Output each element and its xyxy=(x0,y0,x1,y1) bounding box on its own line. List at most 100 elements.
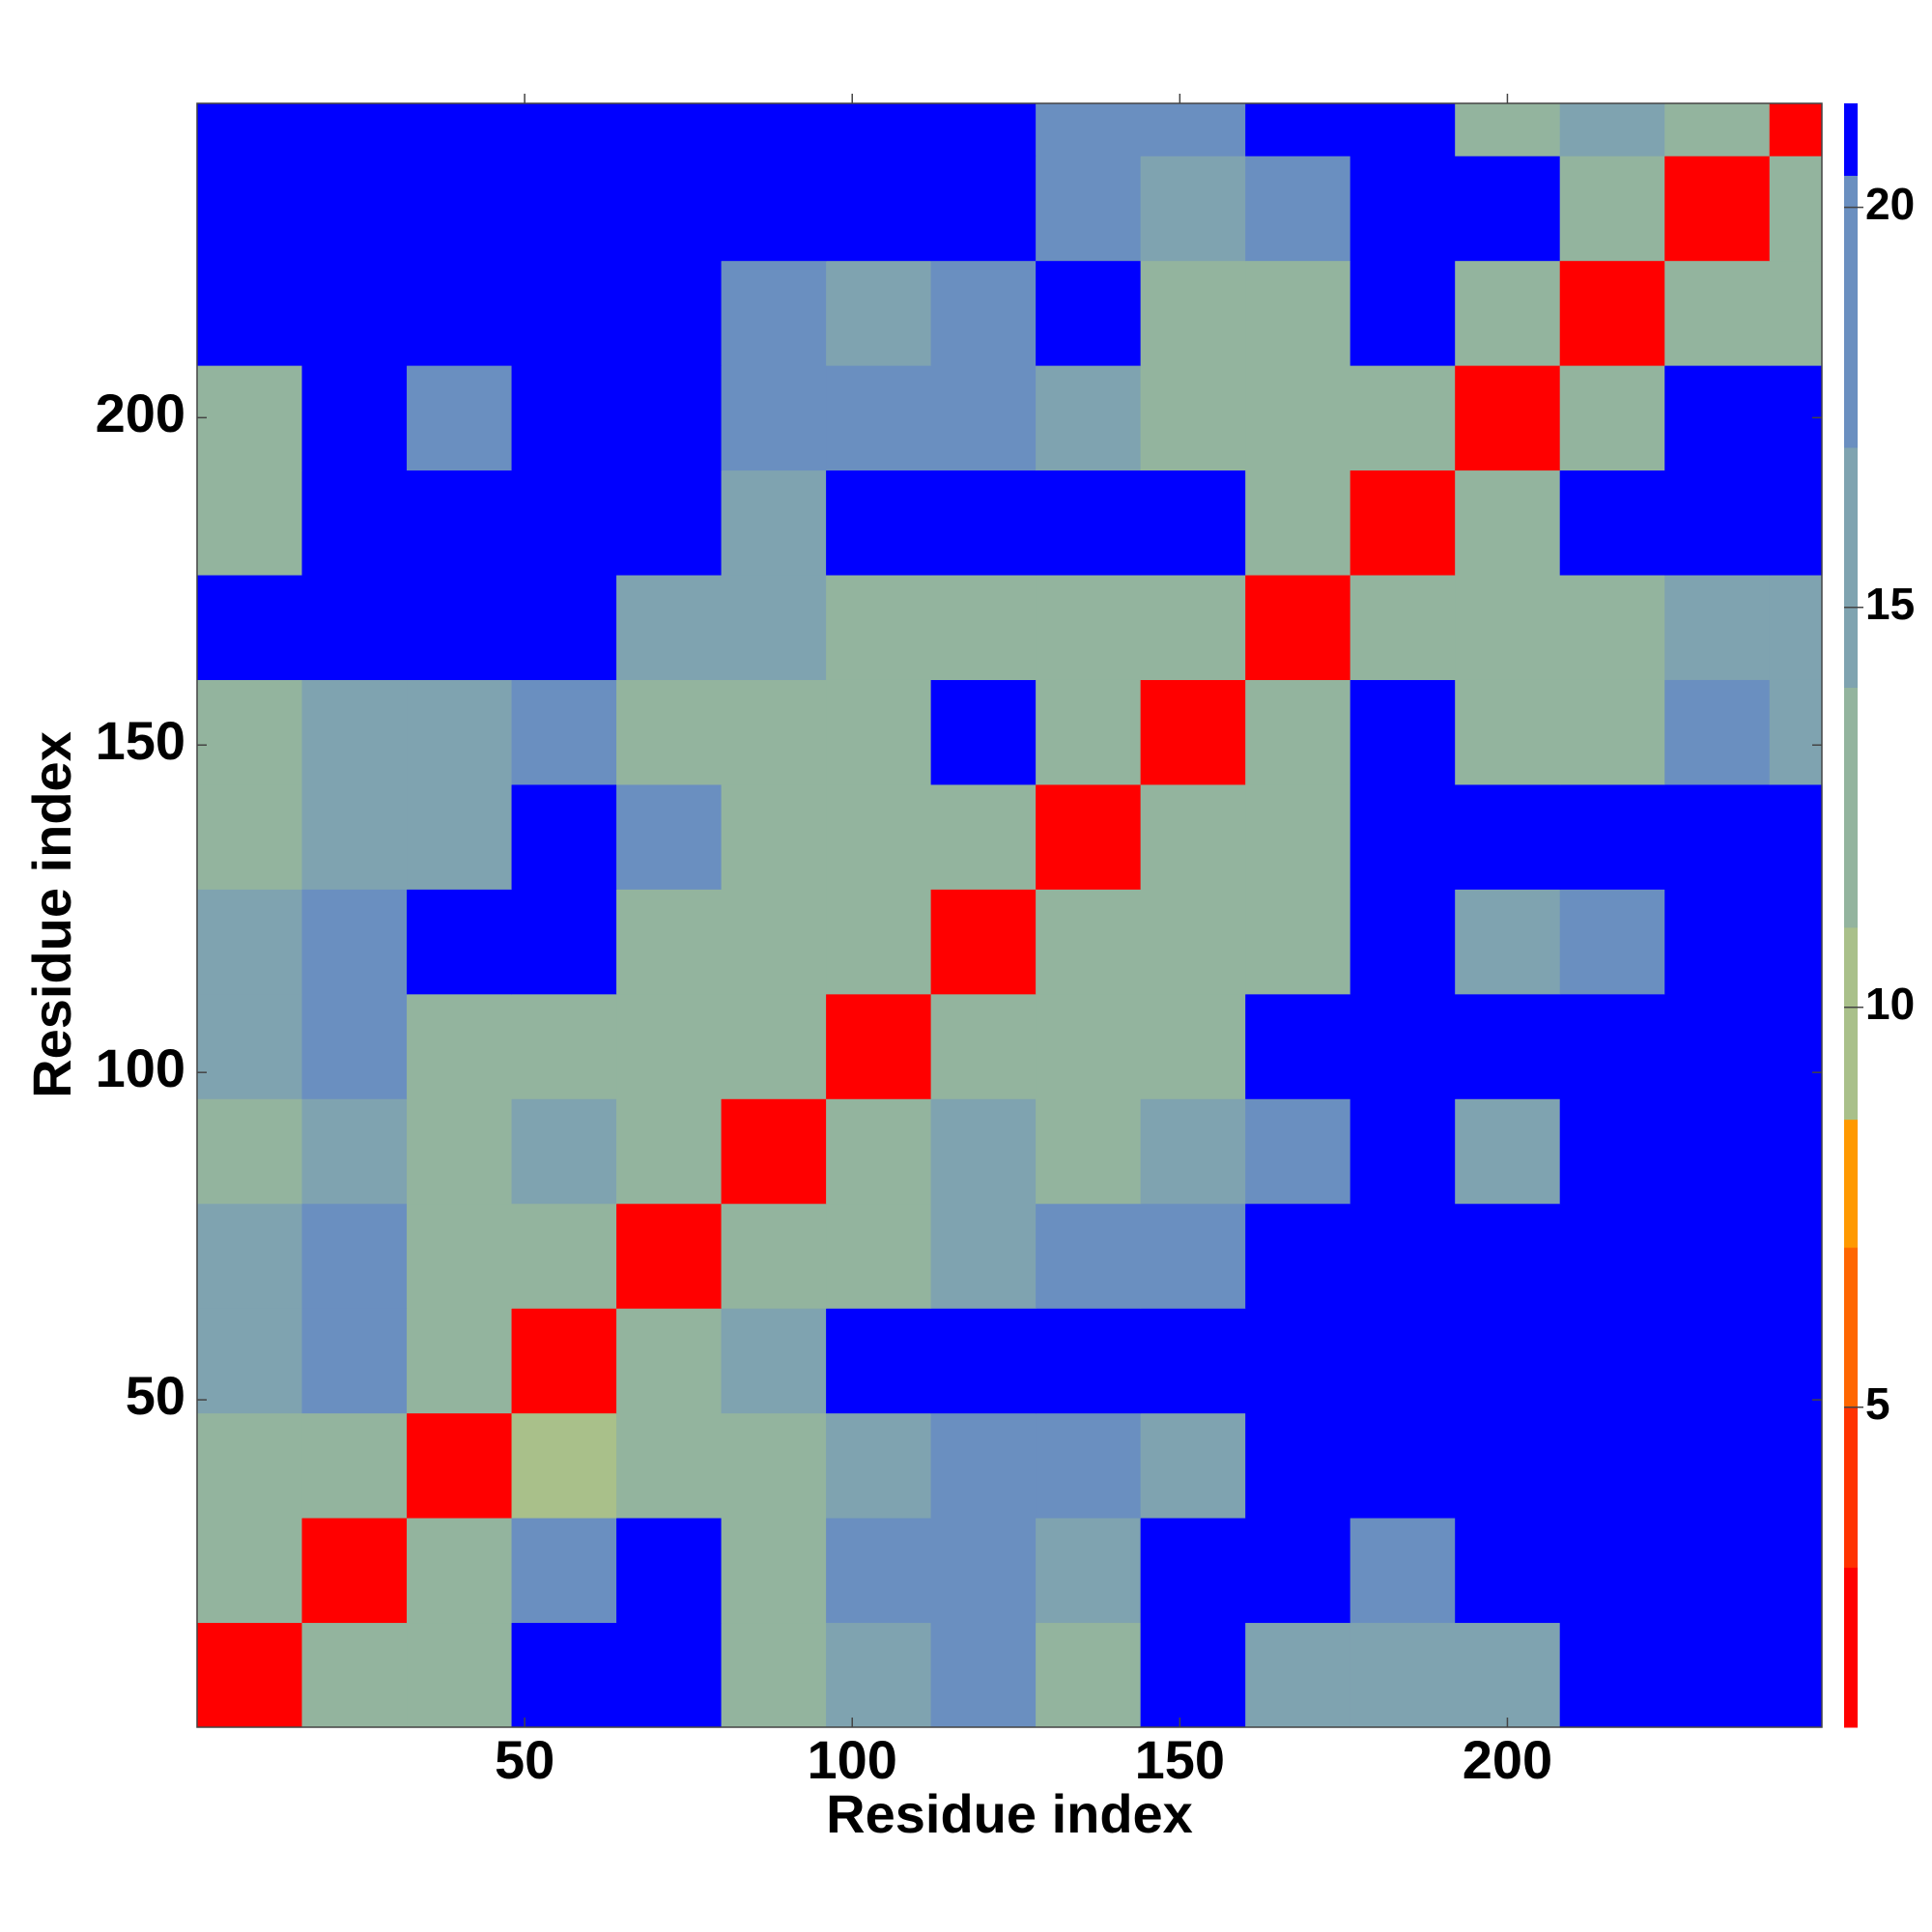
heatmap-cell xyxy=(407,783,513,890)
heatmap-cell xyxy=(1769,156,1823,262)
heatmap-cell xyxy=(1664,103,1771,156)
heatmap-cell xyxy=(1664,889,1771,995)
heatmap-cell xyxy=(1036,103,1142,156)
heatmap-cell xyxy=(826,783,932,890)
heatmap-cell xyxy=(1140,260,1246,366)
heatmap-cell xyxy=(616,679,723,785)
heatmap-cell xyxy=(197,365,303,471)
heatmap-cell xyxy=(1769,993,1823,1099)
heatmap-cell xyxy=(197,993,303,1099)
colorbar-tick-label: 20 xyxy=(1865,179,1915,229)
heatmap-cell xyxy=(721,993,827,1099)
heatmap-cell xyxy=(197,1622,303,1728)
heatmap-cell xyxy=(1036,889,1142,995)
heatmap-cell xyxy=(616,1098,723,1205)
heatmap-cell xyxy=(1140,1412,1246,1519)
heatmap-cell xyxy=(1769,783,1823,890)
heatmap-cell xyxy=(197,260,303,366)
heatmap-cell xyxy=(1245,575,1351,680)
heatmap-cell xyxy=(1140,1098,1246,1205)
heatmap-cell xyxy=(1140,1622,1246,1728)
heatmap-cell xyxy=(1245,1412,1351,1519)
heatmap-cell xyxy=(301,1098,408,1205)
heatmap-cell xyxy=(616,575,723,680)
x-tick-label: 150 xyxy=(1135,1729,1225,1790)
heatmap-cell xyxy=(407,575,513,680)
heatmap-cell xyxy=(1245,993,1351,1099)
heatmap-cell xyxy=(511,889,617,995)
heatmap-cell xyxy=(721,1098,827,1205)
heatmap-cell xyxy=(616,783,723,890)
heatmap-cell xyxy=(721,679,827,785)
colorbar-segment xyxy=(1844,103,1858,177)
heatmap-cell xyxy=(721,260,827,366)
heatmap-cell xyxy=(511,260,617,366)
heatmap-cell xyxy=(721,1308,827,1414)
heatmap-cell xyxy=(407,1203,513,1309)
heatmap-cell xyxy=(407,679,513,785)
heatmap-cell xyxy=(826,679,932,785)
heatmap-cell xyxy=(1664,365,1771,471)
heatmap-cell xyxy=(301,1308,408,1414)
heatmap-cell xyxy=(826,156,932,262)
heatmap-cell xyxy=(1455,103,1561,156)
heatmap-cell xyxy=(1140,156,1246,262)
heatmap-cell xyxy=(197,1308,303,1414)
heatmap-cell xyxy=(301,1622,408,1728)
heatmap-cell xyxy=(1140,469,1246,576)
heatmap-cell xyxy=(407,993,513,1099)
plot-frame xyxy=(196,102,1823,1728)
heatmap-cell xyxy=(616,1412,723,1519)
heatmap-cell xyxy=(407,469,513,576)
colorbar-tick-label: 5 xyxy=(1865,1378,1890,1429)
heatmap-cell xyxy=(1350,783,1456,890)
heatmap-cell xyxy=(1140,889,1246,995)
heatmap-cell xyxy=(616,365,723,471)
heatmap-cell xyxy=(930,1203,1037,1309)
heatmap-cell xyxy=(826,993,932,1099)
heatmap-cell xyxy=(407,260,513,366)
heatmap-cell xyxy=(511,1203,617,1309)
heatmap-cell xyxy=(1140,365,1246,471)
heatmap-cell xyxy=(407,889,513,995)
heatmap-cell xyxy=(1140,1308,1246,1414)
heatmap-cell xyxy=(616,1622,723,1728)
heatmap-cell xyxy=(197,1412,303,1519)
heatmap-cell xyxy=(1455,365,1561,471)
heatmap-cell xyxy=(407,1518,513,1624)
colorbar-segment xyxy=(1844,447,1858,688)
heatmap-cell xyxy=(1036,1412,1142,1519)
heatmap-cell xyxy=(1455,260,1561,366)
heatmap-cell xyxy=(721,889,827,995)
heatmap-cell xyxy=(930,1308,1037,1414)
heatmap-cell xyxy=(301,260,408,366)
heatmap-cell xyxy=(1140,993,1246,1099)
heatmap-cell xyxy=(301,575,408,680)
heatmap-cell xyxy=(1245,889,1351,995)
heatmap-cell xyxy=(1140,1518,1246,1624)
colorbar-tick-label: 15 xyxy=(1865,579,1915,629)
heatmap-cell xyxy=(511,1518,617,1624)
heatmap-cell xyxy=(1350,1308,1456,1414)
heatmap-cell xyxy=(721,575,827,680)
heatmap-cell xyxy=(616,1308,723,1414)
heatmap-cell xyxy=(1769,889,1823,995)
heatmap-cell xyxy=(197,1518,303,1624)
heatmap-cell xyxy=(197,469,303,576)
heatmap-cell xyxy=(930,993,1037,1099)
heatmap-cell xyxy=(511,469,617,576)
heatmap-cell xyxy=(721,156,827,262)
heatmap-cell xyxy=(1455,1622,1561,1728)
heatmap-cell xyxy=(511,1622,617,1728)
heatmap-cell xyxy=(511,679,617,785)
heatmap-cell xyxy=(1036,1203,1142,1309)
heatmap-cell xyxy=(930,783,1037,890)
heatmap-cell xyxy=(1245,679,1351,785)
heatmap-cell xyxy=(301,679,408,785)
heatmap-cell xyxy=(1455,1203,1561,1309)
heatmap-cell xyxy=(197,679,303,785)
heatmap-cell xyxy=(930,679,1037,785)
colorbar-segment xyxy=(1844,1119,1858,1248)
heatmap-cell xyxy=(1664,1412,1771,1519)
heatmap-cell xyxy=(930,260,1037,366)
